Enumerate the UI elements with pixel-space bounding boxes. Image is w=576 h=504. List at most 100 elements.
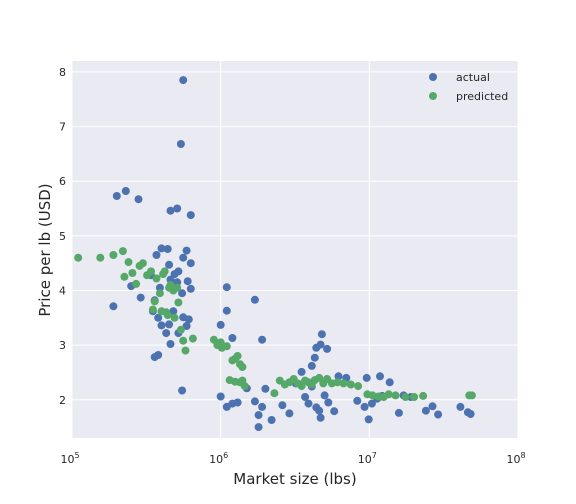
actual-point bbox=[112, 192, 121, 200]
predicted-point bbox=[147, 267, 155, 276]
predicted-point bbox=[163, 311, 172, 320]
actual-point bbox=[258, 335, 267, 344]
actual-point bbox=[385, 378, 394, 387]
actual-point bbox=[364, 415, 373, 424]
actual-point bbox=[254, 411, 263, 420]
actual-point bbox=[278, 401, 287, 410]
actual-point bbox=[109, 302, 118, 311]
actual-point bbox=[362, 373, 371, 382]
actual-point bbox=[134, 195, 143, 204]
actual-point bbox=[179, 253, 188, 262]
actual-point bbox=[155, 283, 164, 292]
legend-label-predicted: predicted bbox=[456, 90, 508, 103]
actual-point bbox=[182, 322, 191, 330]
actual-point bbox=[186, 284, 195, 293]
actual-point bbox=[250, 295, 259, 304]
actual-point bbox=[233, 398, 242, 407]
actual-point bbox=[301, 393, 310, 401]
predicted-point bbox=[174, 298, 183, 307]
predicted-point bbox=[132, 279, 141, 288]
series-predicted bbox=[74, 247, 476, 401]
actual-point bbox=[222, 402, 231, 411]
actual-point bbox=[434, 410, 443, 419]
predicted-point bbox=[467, 391, 476, 400]
actual-point bbox=[228, 334, 237, 342]
actual-point bbox=[157, 244, 166, 253]
actual-point bbox=[323, 344, 332, 353]
y-tick-label: 6 bbox=[59, 175, 66, 188]
legend-label-actual: actual bbox=[456, 71, 490, 84]
actual-point bbox=[186, 211, 195, 220]
y-tick-labels: 2 3 4 5 6 7 8 bbox=[59, 66, 66, 407]
actual-point bbox=[121, 187, 130, 195]
actual-point bbox=[169, 307, 178, 316]
predicted-point bbox=[170, 313, 179, 322]
actual-point bbox=[176, 140, 185, 148]
predicted-point bbox=[391, 391, 400, 400]
x-tick-labels: 105 106 107 108 bbox=[60, 451, 525, 466]
actual-point bbox=[216, 320, 225, 329]
actual-point bbox=[320, 391, 329, 400]
predicted-point bbox=[176, 325, 185, 334]
actual-point bbox=[250, 397, 259, 406]
predicted-point bbox=[346, 380, 355, 389]
predicted-point bbox=[270, 389, 279, 398]
actual-point bbox=[360, 402, 369, 411]
predicted-point bbox=[160, 267, 169, 276]
actual-point bbox=[330, 407, 339, 416]
y-tick-label: 2 bbox=[59, 394, 66, 407]
predicted-point bbox=[368, 391, 377, 400]
predicted-point bbox=[419, 391, 428, 400]
predicted-point bbox=[315, 373, 324, 382]
legend: actual predicted bbox=[429, 71, 508, 103]
actual-point bbox=[186, 259, 195, 268]
predicted-point bbox=[354, 382, 363, 391]
actual-point bbox=[307, 361, 316, 370]
predicted-point bbox=[148, 305, 157, 314]
actual-point bbox=[428, 402, 437, 411]
x-tick-label: 105 bbox=[60, 451, 79, 466]
actual-point bbox=[182, 246, 191, 255]
actual-point bbox=[170, 270, 179, 279]
actual-point bbox=[152, 251, 161, 259]
data-points bbox=[74, 76, 476, 432]
actual-point bbox=[183, 277, 192, 286]
legend-marker-actual bbox=[429, 73, 437, 81]
predicted-point bbox=[152, 274, 161, 283]
actual-point bbox=[285, 409, 294, 418]
actual-point bbox=[334, 372, 343, 381]
predicted-point bbox=[74, 253, 83, 262]
predicted-point bbox=[150, 297, 159, 306]
predicted-point bbox=[118, 247, 127, 256]
x-tick-label: 108 bbox=[506, 451, 525, 466]
actual-point bbox=[466, 410, 475, 418]
predicted-point bbox=[339, 379, 348, 388]
predicted-point bbox=[238, 363, 247, 371]
predicted-point bbox=[410, 393, 419, 401]
predicted-point bbox=[179, 336, 188, 345]
predicted-point bbox=[96, 253, 105, 262]
y-tick-label: 4 bbox=[59, 284, 66, 297]
y-tick-label: 5 bbox=[59, 230, 66, 243]
predicted-point bbox=[155, 289, 164, 298]
x-tick-label: 106 bbox=[209, 451, 228, 466]
actual-point bbox=[157, 321, 166, 330]
predicted-point bbox=[233, 352, 242, 360]
predicted-point bbox=[120, 272, 129, 281]
actual-point bbox=[456, 402, 465, 411]
actual-point bbox=[184, 315, 193, 324]
predicted-point bbox=[401, 393, 410, 401]
predicted-point bbox=[138, 259, 147, 268]
actual-point bbox=[222, 306, 231, 315]
actual-point bbox=[376, 372, 384, 381]
predicted-point bbox=[181, 346, 190, 355]
actual-point bbox=[178, 386, 187, 395]
actual-point bbox=[154, 313, 163, 322]
predicted-point bbox=[173, 283, 182, 292]
predicted-point bbox=[384, 390, 393, 399]
actual-point bbox=[173, 204, 182, 213]
actual-point bbox=[267, 416, 276, 424]
actual-point bbox=[316, 340, 325, 349]
plot-background bbox=[72, 61, 518, 438]
